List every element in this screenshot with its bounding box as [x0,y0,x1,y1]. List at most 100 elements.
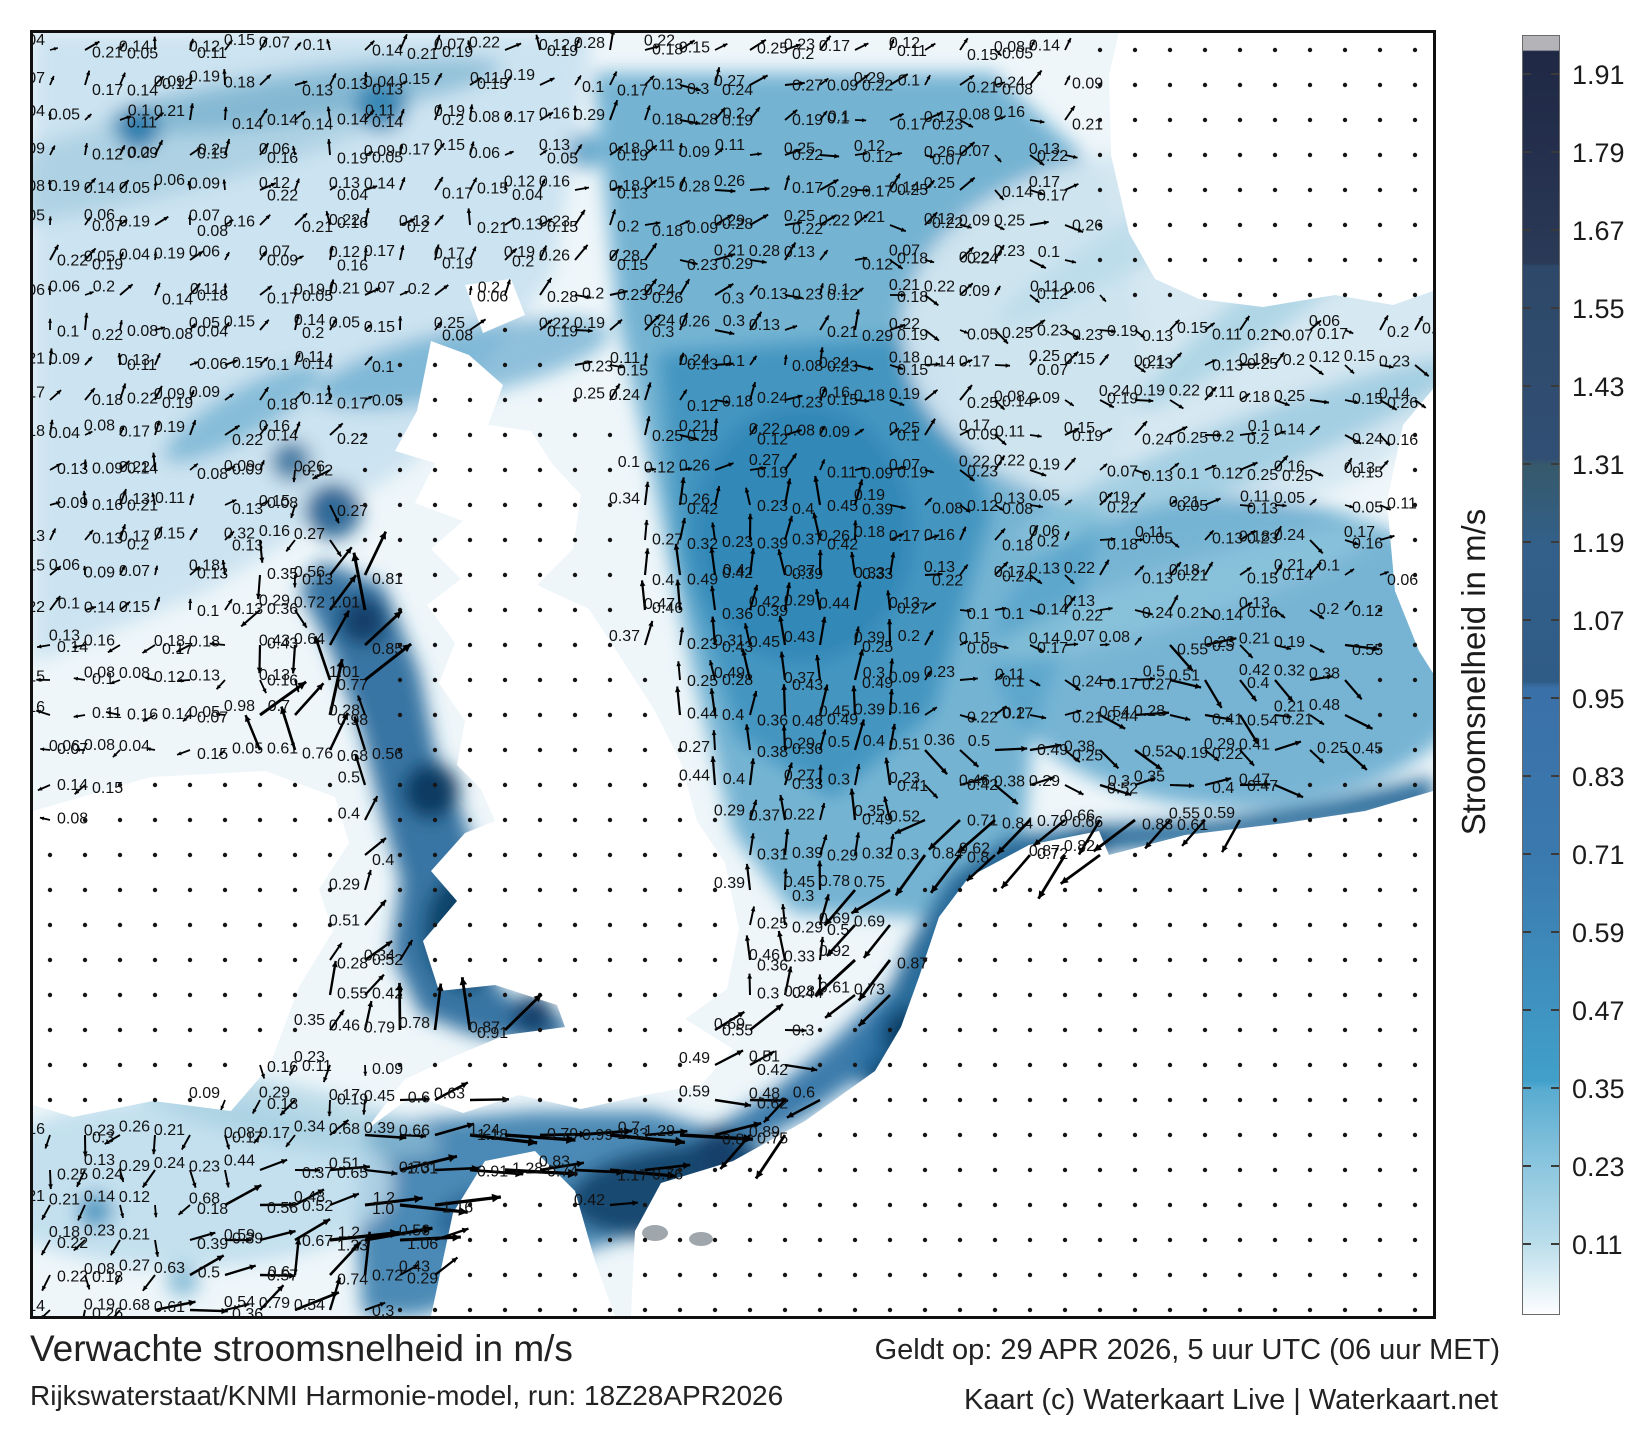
current-speed-value: 0.04 [119,738,150,755]
current-speed-value: 0.4 [1212,780,1234,797]
current-speed-value: 0.18 [897,250,928,267]
current-speed-value: 0.28 [784,983,815,1000]
current-speed-value: 0.08 [442,327,473,344]
current-speed-value: 0.3 [792,1023,814,1040]
current-speed-value: 0.13 [1029,560,1060,577]
current-speed-value: 0.87 [1029,843,1060,860]
current-speed-value: 0.08 [1002,81,1033,98]
current-speed-value: 0.11 [897,43,927,60]
current-speed-value: 0.18 [1239,389,1270,406]
current-speed-value: 0.56 [267,1200,298,1217]
current-speed-value: 0.29 [784,593,815,610]
current-speed-value: 0.1 [723,353,745,370]
current-speed-value: 0.27 [679,739,710,756]
current-speed-value: 0.33 [784,949,815,966]
current-speed-value: 0.04 [197,323,228,340]
current-speed-value: 0.25 [1247,467,1278,484]
current-speed-value: 0.41 [1239,736,1270,753]
current-speed-value: 0.19 [49,178,80,195]
current-speed-value: 0.25 [434,315,465,332]
current-speed-value: 0.44 [679,768,710,785]
current-speed-value: 0.15 [1344,348,1375,365]
current-speed-value: 0.07 [364,280,395,297]
map-title: Verwachte stroomsnelheid in m/s [30,1328,573,1369]
current-speed-value: 0.22 [329,212,360,229]
current-speed-value: 0.11 [1135,524,1165,541]
current-speed-value: 0.22 [267,188,298,205]
current-speed-value: 0.21 [1072,117,1103,134]
current-speed-value: 0.05 [232,741,263,758]
current-speed-value: 0.28 [722,672,753,689]
current-speed-value: 0.38 [994,773,1025,790]
current-speed-value: 0.13 [119,352,150,369]
current-speed-value: 0.83 [539,1154,570,1171]
current-speed-value: 0.23 [1204,634,1235,651]
current-speed-value: 0.19 [617,147,648,164]
current-speed-value: 0.39 [197,1236,228,1253]
current-speed-value: 0.18 [189,557,220,574]
current-speed-value: 0.99 [582,1127,613,1144]
colorbar-tick-mark [1551,1164,1559,1167]
current-speed-value: 0.22 [792,221,823,238]
current-speed-value: 0.62 [757,1095,788,1112]
current-speed-value: 0.07 [889,457,920,474]
current-speed-value: 0.19 [504,67,535,84]
current-speed-value: 0.29 [827,184,858,201]
current-speed-value: 0.32 [224,526,255,543]
current-speed-value: 0.64 [294,631,325,648]
current-speed-value: 0.29 [792,919,823,936]
current-speed-value: 0.08 [162,326,193,343]
current-speed-value: 0.09 [232,462,263,479]
current-speed-value: 0.3 [687,81,709,98]
current-speed-value: 0.1 [57,323,79,340]
current-speed-value: 0.13 [784,244,815,261]
current-speed-value: 0.52 [372,952,403,969]
current-speed-value: 0.21 [1239,630,1270,647]
current-speed-value: 0.08 [994,39,1025,56]
current-speed-value: 0.39 [757,536,788,553]
current-speed-value: 0.13 [617,185,648,202]
current-speed-value: 0.19 [792,112,823,129]
current-speed-value: 0.16 [539,174,570,191]
current-speed-value: 0.17 [924,109,955,126]
current-speed-value: 0.22 [924,279,955,296]
current-speed-value: 0.1 [828,282,850,299]
current-speed-value: 0.74 [337,1271,368,1288]
current-speed-value: 0.17 [897,116,928,133]
current-speed-value: 0.19 [1029,456,1060,473]
current-speed-value: 0.16 [889,700,920,717]
current-speed-value: 0.18 [197,287,228,304]
current-speed-value: 0.39 [862,501,893,518]
colorbar-tick-mark [1523,72,1531,75]
colorbar-tick-mark [1551,384,1559,387]
current-speed-value: 0.28 [574,35,605,52]
current-speed-value: 0.22 [994,453,1025,470]
current-speed-value: 0.4 [723,562,745,579]
current-speed-value: 0.18 [92,392,123,409]
current-speed-value: 0.26 [1072,217,1103,234]
current-speed-value: 0.15 [364,319,395,336]
current-speed-value: 0.1 [828,109,850,126]
current-speed-value: 0.05 [1274,490,1305,507]
current-speed-value: 0.08 [932,501,963,518]
current-speed-value: 0.11 [1240,488,1270,505]
colorbar [1522,35,1560,1315]
current-speed-value: 0.08 [84,665,115,682]
current-speed-value: 0.19 [154,419,185,436]
current-speed-value: 0.23 [1247,530,1278,547]
current-speed-value: 0.09 [687,220,718,237]
current-speed-value: 0.1 [303,37,325,54]
current-speed-value: 0.24 [1142,432,1173,449]
current-speed-value: 0.13 [924,559,955,576]
colorbar-tick-mark [1523,618,1531,621]
current-speed-value: 0.21 [854,209,885,226]
current-speed-value: 0.22 [862,78,893,95]
current-speed-value: 0.29 [722,256,753,273]
current-speed-value: 0.45 [784,874,815,891]
current-speed-value: 0.16 [337,215,368,232]
current-speed-value: 0.19 [1072,428,1103,445]
current-speed-value: 0.13 [1247,500,1278,517]
current-speed-value: 1.29 [644,1123,675,1140]
current-speed-value: 0.18 [189,634,220,651]
current-speed-value: 0.6 [793,1085,815,1102]
